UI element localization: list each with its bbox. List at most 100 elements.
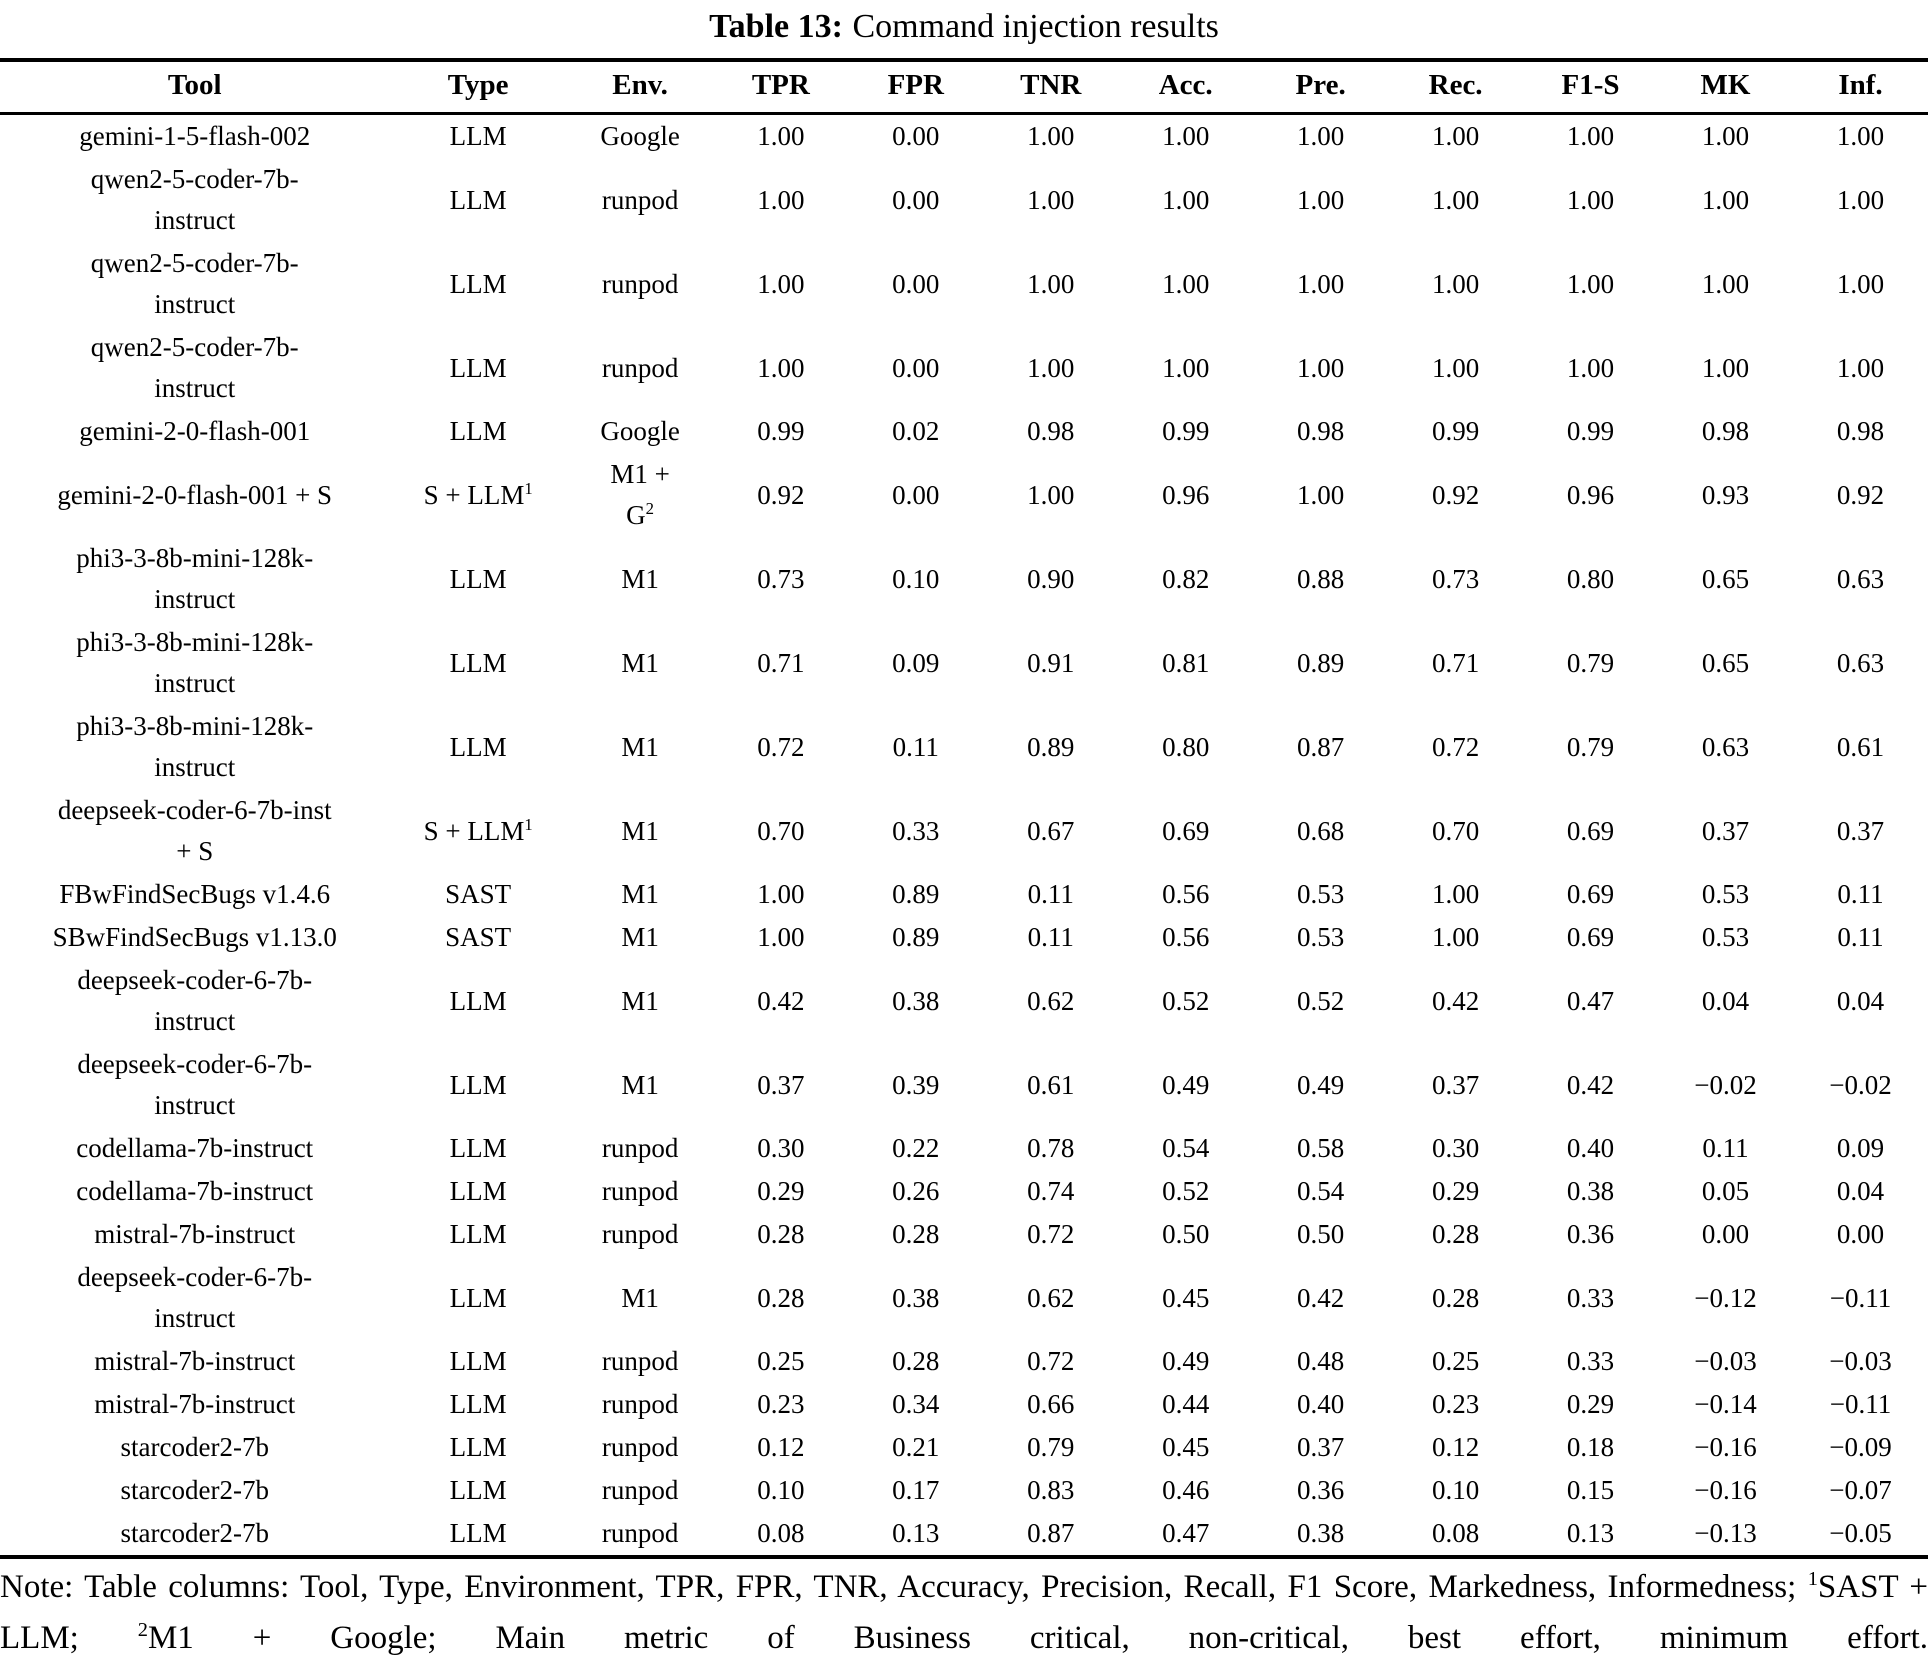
- type-cell: LLM: [449, 352, 507, 383]
- table-row: mistral-7b-instruct LLM runpod 0.23 0.34 0.66…: [0, 1383, 1928, 1426]
- value-cell-inf: 0.63: [1836, 647, 1885, 678]
- tool-cell: qwen2-5-coder-7b- instruct: [90, 164, 299, 235]
- type-cell: LLM: [449, 184, 507, 215]
- value-cell-inf: 1.00: [1836, 121, 1885, 151]
- env-cell: runpod: [601, 1432, 679, 1462]
- value-cell-acc: 0.69: [1162, 815, 1210, 846]
- value-cell-acc: 0.45: [1162, 1282, 1210, 1313]
- value-cell-f1-s: 0.96: [1566, 479, 1615, 510]
- value-cell-tpr: 0.10: [757, 1475, 805, 1505]
- value-cell-acc: 0.49: [1162, 1069, 1210, 1100]
- env-cell: runpod: [601, 1219, 679, 1249]
- value-cell-tnr: 0.79: [1027, 1432, 1075, 1462]
- value-cell-rec: 0.30: [1431, 1133, 1480, 1163]
- value-cell-fpr: 0.02: [892, 416, 940, 446]
- value-cell-acc: 0.56: [1162, 922, 1210, 952]
- value-cell-f1-s: 1.00: [1566, 268, 1615, 299]
- value-cell-rec: 0.29: [1431, 1176, 1480, 1206]
- value-cell-mk: 0.93: [1701, 479, 1750, 510]
- value-cell-tpr: 0.29: [757, 1176, 805, 1206]
- type-cell: SAST: [445, 922, 512, 952]
- env-cell: runpod: [601, 1176, 679, 1206]
- value-cell-f1-s: 0.69: [1566, 879, 1615, 909]
- table-row: mistral-7b-instruct LLM runpod 0.28 0.28 0.72…: [0, 1213, 1928, 1256]
- value-cell-rec: 1.00: [1431, 268, 1480, 299]
- value-cell-mk: 1.00: [1701, 268, 1750, 299]
- value-cell-mk: 0.65: [1701, 563, 1750, 594]
- tool-cell: codellama-7b-instruct: [76, 1133, 314, 1163]
- value-cell-f1-s: 0.36: [1566, 1219, 1615, 1249]
- value-cell-fpr: 0.34: [892, 1389, 940, 1419]
- value-cell-fpr: 0.33: [892, 815, 940, 846]
- cell-superscript: 2: [645, 499, 655, 518]
- value-cell-tnr: 0.78: [1027, 1133, 1075, 1163]
- env-cell: runpod: [601, 1518, 679, 1548]
- value-cell-mk: 0.37: [1701, 815, 1750, 846]
- type-cell: LLM: [449, 268, 507, 299]
- value-cell-mk: 0.53: [1701, 922, 1750, 952]
- value-cell-tnr: 0.62: [1027, 985, 1075, 1016]
- tool-cell: deepseek-coder-6-7b- instruct: [77, 1262, 313, 1333]
- value-cell-acc: 0.52: [1162, 1176, 1210, 1206]
- value-cell-fpr: 0.17: [892, 1475, 940, 1505]
- tool-cell: FBwFindSecBugs v1.4.6: [59, 879, 331, 909]
- value-cell-rec: 0.28: [1431, 1282, 1480, 1313]
- type-cell: LLM: [449, 416, 507, 446]
- tool-cell: gemini-2-0-flash-001: [79, 416, 311, 446]
- type-cell: LLM: [449, 1475, 507, 1505]
- env-cell: runpod: [601, 1389, 679, 1419]
- env-cell: Google: [600, 416, 680, 446]
- value-cell-tpr: 0.23: [757, 1389, 805, 1419]
- value-cell-fpr: 0.89: [892, 879, 940, 909]
- value-cell-tpr: 0.25: [757, 1346, 805, 1376]
- value-cell-tpr: 1.00: [757, 121, 805, 151]
- tool-cell: starcoder2-7b: [120, 1432, 269, 1462]
- value-cell-pre: 0.52: [1297, 985, 1345, 1016]
- table-head: Tool Type Env. TPR FPR TNR Acc. Pre. Rec. F1-S MK I…: [0, 60, 1928, 115]
- value-cell-pre: 0.37: [1297, 1432, 1345, 1462]
- value-cell-mk: 1.00: [1701, 121, 1750, 151]
- env-cell: M1: [621, 563, 659, 594]
- tool-cell: phi3-3-8b-mini-128k- instruct: [76, 627, 314, 698]
- type-cell: LLM: [449, 563, 507, 594]
- value-cell-f1-s: 1.00: [1566, 184, 1615, 215]
- value-cell-inf: 0.11: [1837, 879, 1884, 909]
- value-cell-fpr: 0.00: [892, 479, 940, 510]
- value-cell-inf: 0.98: [1836, 416, 1885, 446]
- value-cell-f1-s: 0.80: [1566, 563, 1615, 594]
- table-row: gemini-1-5-flash-002 LLM Google 1.00 0.00 1.0…: [0, 114, 1928, 159]
- table-row: qwen2-5-coder-7b- instruct LLM runpod 1.00 0…: [0, 242, 1928, 326]
- env-cell: M1 + G2: [610, 459, 670, 530]
- value-cell-tpr: 0.70: [757, 815, 805, 846]
- env-cell: M1: [621, 985, 659, 1016]
- value-cell-tpr: 1.00: [757, 268, 805, 299]
- value-cell-rec: 1.00: [1431, 879, 1480, 909]
- table-row: codellama-7b-instruct LLM runpod 0.30 0.22 0.…: [0, 1127, 1928, 1170]
- table-caption-number: Table 13:: [709, 8, 843, 45]
- value-cell-pre: 0.48: [1297, 1346, 1345, 1376]
- env-cell: runpod: [601, 1133, 679, 1163]
- value-cell-tpr: 0.30: [757, 1133, 805, 1163]
- value-cell-fpr: 0.38: [892, 985, 940, 1016]
- value-cell-rec: 0.73: [1431, 563, 1480, 594]
- value-cell-inf: 1.00: [1836, 268, 1885, 299]
- value-cell-acc: 0.96: [1162, 479, 1210, 510]
- column-header-rec: Rec.: [1388, 60, 1524, 115]
- value-cell-pre: 1.00: [1297, 268, 1345, 299]
- value-cell-pre: 0.87: [1297, 731, 1345, 762]
- value-cell-acc: 0.99: [1162, 416, 1210, 446]
- value-cell-rec: 1.00: [1431, 352, 1480, 383]
- value-cell-tnr: 0.74: [1027, 1176, 1075, 1206]
- value-cell-pre: 1.00: [1297, 121, 1345, 151]
- value-cell-acc: 0.45: [1162, 1432, 1210, 1462]
- value-cell-f1-s: 0.15: [1566, 1475, 1615, 1505]
- value-cell-tpr: 0.28: [757, 1282, 805, 1313]
- value-cell-rec: 0.28: [1431, 1219, 1480, 1249]
- table-header-row: Tool Type Env. TPR FPR TNR Acc. Pre. Rec. F1-S MK I…: [0, 60, 1928, 115]
- value-cell-mk: 0.04: [1701, 985, 1750, 1016]
- value-cell-fpr: 0.00: [892, 268, 940, 299]
- type-cell: LLM: [449, 985, 507, 1016]
- value-cell-fpr: 0.38: [892, 1282, 940, 1313]
- column-header-f1-s: F1-S: [1523, 60, 1659, 115]
- value-cell-tnr: 0.98: [1027, 416, 1075, 446]
